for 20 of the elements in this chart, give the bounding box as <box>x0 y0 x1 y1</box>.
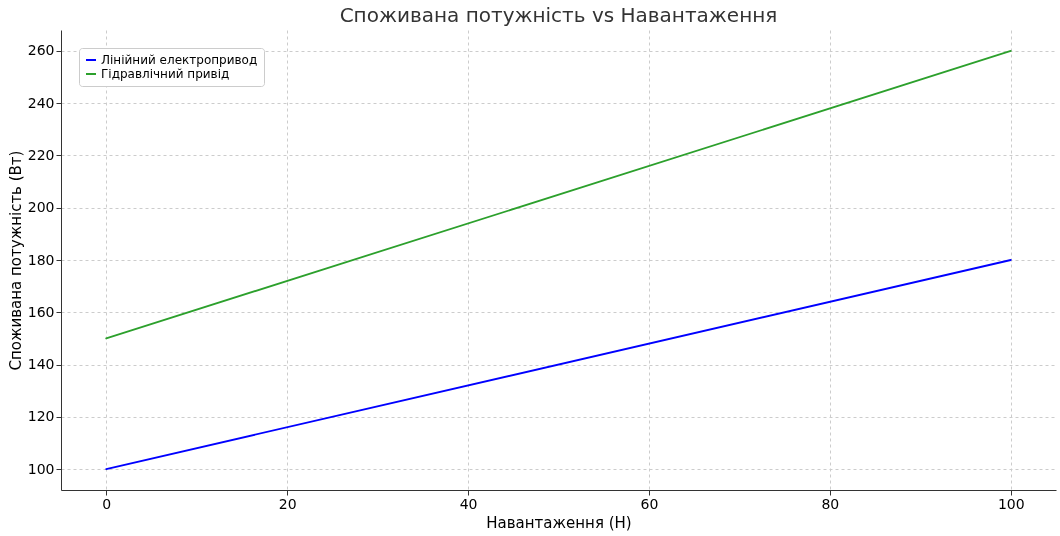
y-tick-label: 220 <box>27 146 55 163</box>
x-tick-label: 40 <box>459 495 478 512</box>
x-tick-label: 80 <box>821 495 840 512</box>
x-tick-label: 0 <box>102 495 112 512</box>
legend-label: Лінійний електропривод <box>101 53 258 67</box>
x-axis-title: Навантаження (Н) <box>486 513 632 532</box>
y-tick-label: 160 <box>27 303 55 320</box>
y-tick-label: 240 <box>27 94 55 111</box>
x-tick-label: 20 <box>278 495 297 512</box>
x-tick-label: 60 <box>640 495 659 512</box>
y-tick-label: 140 <box>27 356 55 373</box>
y-tick-label: 100 <box>27 460 55 477</box>
y-axis-title: Споживана потужність (Вт) <box>6 150 25 371</box>
y-tick-label: 120 <box>27 408 55 425</box>
x-tick-label: 100 <box>997 495 1025 512</box>
y-tick-label: 200 <box>27 199 55 216</box>
chart-title: Споживана потужність vs Навантаження <box>339 3 778 27</box>
y-tick-label: 180 <box>27 251 55 268</box>
y-tick-label: 260 <box>27 42 55 59</box>
legend-label: Гідравлічний привід <box>101 67 230 81</box>
